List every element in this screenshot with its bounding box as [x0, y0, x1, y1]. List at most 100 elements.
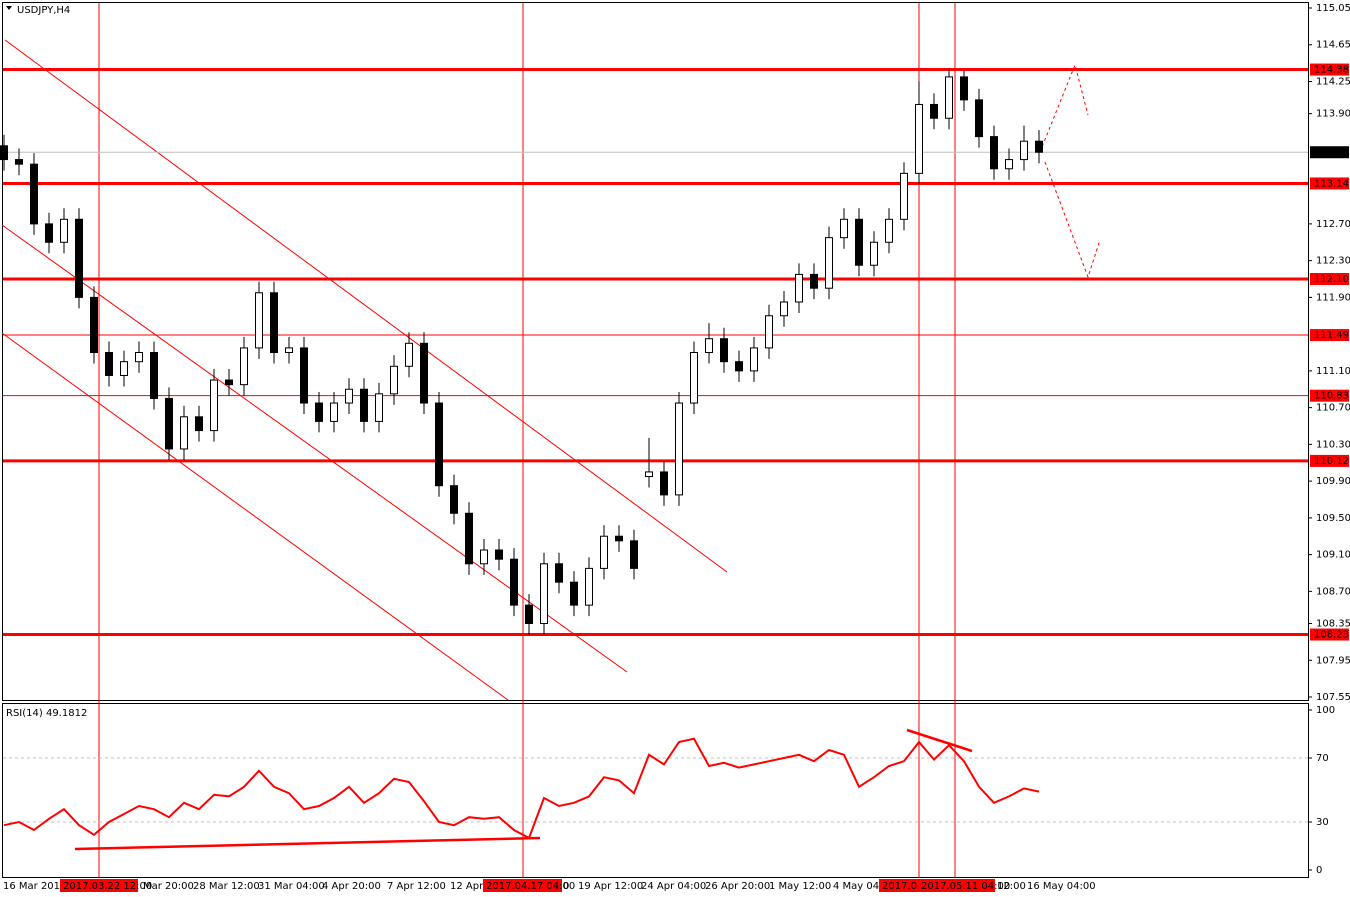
divergence-line — [906, 728, 973, 753]
y-tick-label: 108.70 — [1316, 586, 1350, 597]
level-label-box — [1310, 273, 1349, 286]
x-tick-label: 12 Apr — [450, 881, 484, 892]
candle-body — [390, 365, 398, 395]
candle-body — [615, 535, 623, 542]
candle-body — [915, 103, 923, 174]
x-tick-label: 7 Apr 12:00 — [387, 881, 446, 892]
candle-body — [225, 379, 233, 386]
level-label: 113.14 — [1314, 178, 1349, 189]
level-label: 110.12 — [1314, 456, 1349, 467]
candle-body — [795, 273, 803, 303]
chart-title: USDJPY,H4 — [17, 5, 70, 16]
candle-body — [735, 361, 743, 372]
candle-body — [120, 361, 128, 376]
candle-body — [345, 388, 353, 404]
candle-body — [780, 301, 788, 317]
y-tick-label: 114.25 — [1316, 76, 1350, 87]
rsi-line — [3, 737, 1040, 840]
divergence-line — [74, 836, 541, 851]
candle-body — [75, 218, 83, 298]
level-label-box — [1310, 454, 1349, 467]
current-price-label: 113.48 — [1314, 147, 1349, 158]
candle-body — [975, 99, 983, 138]
candle-body — [135, 352, 143, 363]
candle-body — [945, 76, 953, 119]
level-label-box — [1310, 389, 1349, 402]
y-tick-label: 109.10 — [1316, 550, 1350, 561]
candle-body — [855, 218, 863, 266]
candle-body — [150, 352, 158, 399]
x-tick-label: 1 May 12:00 — [769, 881, 831, 892]
marked-time-label: 2017.03.22 12:00 — [63, 881, 152, 892]
candle-body — [405, 342, 413, 367]
candle-body — [450, 485, 458, 514]
y-tick-label: 109.50 — [1316, 513, 1350, 524]
candle-body — [765, 315, 773, 349]
rsi-tick-label: 100 — [1316, 705, 1335, 716]
candle-body — [510, 558, 518, 606]
candle-body — [495, 549, 503, 560]
marked-time-label: 2017.05.11 04:00 — [921, 881, 1010, 892]
rsi-tick-label: 30 — [1316, 817, 1329, 828]
marked-time-box — [918, 879, 995, 892]
x-tick-label: 4 Apr 20:00 — [322, 881, 381, 892]
candle-body — [705, 338, 713, 354]
candle-body — [195, 416, 203, 432]
candle-body — [585, 567, 593, 606]
x-tick-label: 16 Mar 2017 — [3, 881, 66, 892]
candle-body — [840, 218, 848, 239]
y-tick-label: 110.30 — [1316, 439, 1350, 450]
y-tick-label: 114.65 — [1316, 40, 1350, 51]
level-label: 108.23 — [1314, 630, 1349, 641]
candle-body — [60, 218, 68, 243]
level-label-box — [1310, 177, 1349, 190]
candle-body — [375, 393, 383, 422]
candle-body — [870, 241, 878, 266]
candle-body — [240, 347, 248, 386]
candle-body — [180, 416, 188, 450]
level-label: 110.83 — [1314, 391, 1349, 402]
candle-body — [825, 237, 833, 289]
y-tick-label: 115.05 — [1316, 3, 1350, 14]
candle-body — [990, 136, 998, 170]
current-price-box — [1310, 146, 1349, 159]
rsi-tick-label: 70 — [1316, 753, 1329, 764]
candle-body — [255, 292, 263, 349]
candle-body — [45, 223, 53, 243]
candle-body — [360, 388, 368, 422]
y-tick-label: 113.90 — [1316, 109, 1350, 120]
candle-body — [660, 471, 668, 496]
marked-time-label: 2017.05 — [882, 881, 923, 892]
x-tick-label: 28 Mar 12:00 — [193, 881, 260, 892]
y-tick-label: 107.95 — [1316, 655, 1350, 666]
y-tick-label: 111.90 — [1316, 292, 1350, 303]
candle-body — [465, 512, 473, 565]
marked-time-label: 2017.04.17 04:00 — [486, 881, 575, 892]
candle-body — [720, 338, 728, 363]
rsi-panel — [2, 703, 1309, 878]
candle-body — [570, 581, 578, 606]
candle-body — [270, 292, 278, 353]
marked-time-box — [483, 879, 562, 892]
x-tick-label: 16 May 04:00 — [1027, 881, 1096, 892]
candle-body — [960, 76, 968, 101]
candle-body — [690, 352, 698, 404]
marked-time-box — [60, 879, 138, 892]
x-tick-label: Mar 20:00 — [143, 881, 194, 892]
y-tick-label: 112.30 — [1316, 256, 1350, 267]
candle-body — [675, 402, 683, 496]
level-label: 111.49 — [1314, 330, 1349, 341]
candle-body — [90, 296, 98, 354]
channel-line — [4, 39, 728, 573]
candle-body — [165, 397, 173, 450]
candle-body — [420, 342, 428, 404]
candle-body — [285, 347, 293, 354]
candle-body — [540, 563, 548, 625]
candle-body — [210, 379, 218, 432]
menu-triangle — [6, 6, 12, 10]
candle-body — [105, 352, 113, 376]
candle-body — [435, 402, 443, 487]
candle-body — [900, 172, 908, 220]
forecast-arrow — [1039, 63, 1089, 153]
candle-body — [30, 163, 38, 225]
